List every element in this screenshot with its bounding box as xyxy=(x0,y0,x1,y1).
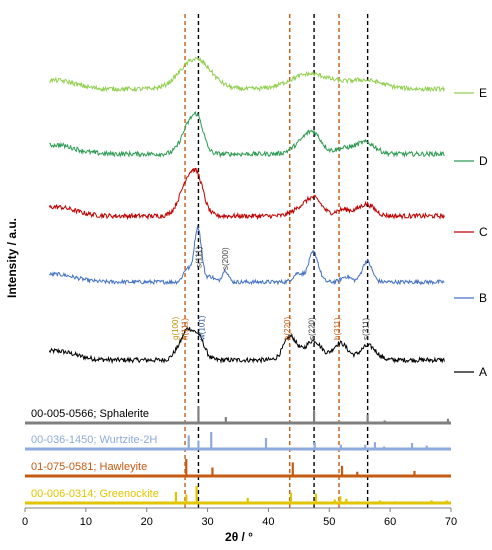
x-tick-label: 60 xyxy=(384,516,396,528)
reference-label: 00-036-1450; Wurtzite-2H xyxy=(31,434,157,446)
reference-patterns: 00-005-0566; Sphalerite 00-036-1450; Wurt… xyxy=(25,406,451,505)
reference-lines xyxy=(184,14,369,508)
curve-label-b: B xyxy=(479,291,487,305)
peak-label: s(200) xyxy=(221,247,230,270)
y-axis-title: Intensity / a.u. xyxy=(5,218,19,298)
peak-label: g(100) xyxy=(171,317,180,340)
curve-label-d: D xyxy=(479,154,488,168)
curve-label-c: C xyxy=(479,225,488,239)
xrd-curve-d xyxy=(49,110,445,159)
x-tick-label: 10 xyxy=(80,516,92,528)
reference-label: 00-006-0314; Greenockite xyxy=(31,488,159,500)
xrd-curve-b xyxy=(49,225,445,286)
x-tick-label: 20 xyxy=(141,516,153,528)
peak-label: h(220) xyxy=(283,317,292,340)
xrd-curve-c xyxy=(48,167,445,221)
x-tick-label: 0 xyxy=(22,516,28,528)
reference-label: 00-005-0566; Sphalerite xyxy=(31,408,149,420)
x-axis-title: 2θ / ° xyxy=(225,530,253,544)
xrd-curves: A B C D E xyxy=(48,56,488,379)
reference-label: 01-075-0581; Hawleyite xyxy=(31,461,147,473)
xrd-curve-a xyxy=(48,326,445,365)
x-tick-label: 50 xyxy=(323,516,335,528)
x-tick-label: 40 xyxy=(262,516,274,528)
peak-label: w(101) xyxy=(197,315,206,341)
peak-label: h(311) xyxy=(333,317,342,340)
peak-labels: g(100) h(111) w(101) h(220) s(220) h(311) s(31… xyxy=(171,246,370,341)
peak-label: s(220) xyxy=(307,317,316,340)
curve-label-a: A xyxy=(479,365,487,379)
x-axis: 0 10 20 30 40 50 60 70 xyxy=(22,507,457,528)
peak-label: s(311) xyxy=(362,318,371,340)
peak-label: h(111) xyxy=(180,318,189,340)
x-tick-label: 30 xyxy=(201,516,213,528)
x-tick-label: 70 xyxy=(445,516,457,528)
curve-label-e: E xyxy=(479,86,487,100)
peak-label: s(111) xyxy=(194,246,203,268)
xrd-curve-e xyxy=(49,56,445,93)
